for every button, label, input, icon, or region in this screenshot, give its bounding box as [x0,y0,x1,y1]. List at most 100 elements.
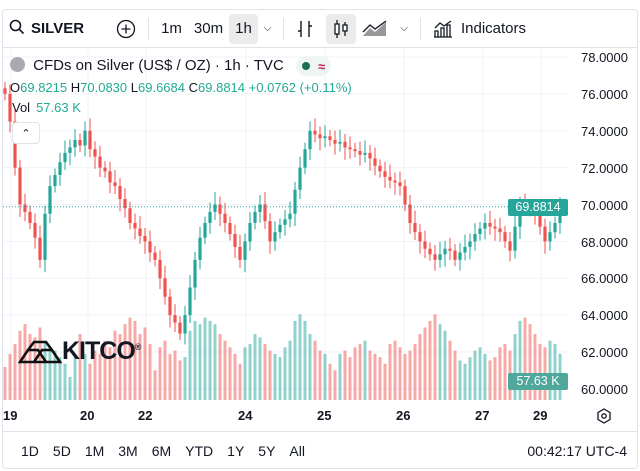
silver-logo-icon [10,57,25,72]
candle-body [148,241,152,253]
candle-body [323,136,327,139]
volume-bar [418,334,422,400]
settings-icon[interactable] [596,408,612,429]
volume-bar [493,357,497,400]
candle-body [548,232,552,242]
candle-body [8,93,12,122]
candle-body [238,246,242,260]
volume-label: Vol [12,100,31,115]
candle-body [413,222,417,233]
volume-bar [88,363,92,400]
volume-bar [383,363,387,400]
ohlc-values: O69.8215 H70.0830 L69.6684 C69.8814 +0.0… [10,80,352,95]
volume-bar [113,330,117,400]
volume-bar [363,340,367,400]
candle-body [318,134,322,139]
volume-bar [343,350,347,400]
kitco-logo: KITCO ® [18,337,141,366]
volume-bar [93,350,97,400]
candle-body [308,130,312,150]
compare-add-button[interactable] [110,14,142,44]
bar-style-button[interactable] [290,14,320,44]
volume-bar [293,320,297,400]
volume-bar [213,324,217,400]
volume-bar [318,350,322,400]
time-tick: 24 [238,408,253,423]
volume-bar [303,320,307,400]
interval-dropdown[interactable]: ⌵ [258,14,278,44]
volume-bar [153,370,157,400]
volume-bar [143,327,147,400]
candle-body [503,232,507,242]
volume-bar [503,343,507,400]
candle-body [223,213,227,223]
volume-bar [463,363,467,400]
indicators-button[interactable]: Indicators [427,14,532,44]
candle-body [198,237,202,260]
market-status-badge[interactable]: ≈ [295,56,332,76]
candle-body [493,226,497,229]
candle-body [313,130,317,135]
price-tick: 64.0000 [581,308,628,324]
volume-bar [433,314,437,400]
range-ytd[interactable]: YTD [185,442,214,459]
volume-bar [158,347,162,400]
candle-body [108,171,112,183]
range-1m[interactable]: 1M [84,442,105,459]
symbol-search[interactable]: SILVER [3,14,90,44]
plus-circle-icon [116,19,136,38]
range-1d[interactable]: 1D [21,442,39,459]
candle-body [428,248,432,255]
volume-bar [368,350,372,400]
range-1y[interactable]: 1Y [227,442,245,459]
range-6m[interactable]: 6M [151,442,172,459]
volume-bar [253,334,257,400]
low-label: L [130,80,138,95]
volume-bar [333,370,337,400]
volume-bar [268,350,272,400]
chart-type-dropdown[interactable]: ⌵ [394,14,414,44]
candle-body [213,204,217,212]
time-tick: 27 [475,408,490,423]
volume-bar [178,360,182,400]
volume-bar [468,357,472,400]
volume-bar [328,363,332,400]
interval-1m[interactable]: 1m [161,20,182,37]
volume-bar [393,340,397,400]
volume-bar [233,353,237,400]
volume-bar [338,353,342,400]
low-value: 69.6684 [138,80,185,95]
interval-30m[interactable]: 30m [193,20,224,37]
range-3m[interactable]: 3M [118,442,138,459]
clock[interactable]: 00:42:17 UTC-4 [527,442,627,459]
candle-body [153,252,157,260]
volume-bar [518,320,522,400]
candle-body [58,162,62,176]
candle-body [83,130,87,146]
candle-body [268,221,272,242]
time-tick: 19 [3,408,18,423]
volume-bar [278,357,282,400]
volume-bar [283,347,287,400]
candle-body [208,211,212,223]
price-tick: 70.0000 [581,197,628,213]
open-value: 69.8215 [20,80,68,95]
toolbar: SILVER 1m 30m 1h ⌵ ⌵ Indicators [3,10,637,48]
time-tick: 26 [396,408,411,423]
volume-bar [403,353,407,400]
interval-1h[interactable]: 1h [229,13,258,44]
candle-body [478,228,482,235]
area-style-button[interactable] [356,14,394,44]
candle-body [93,149,97,157]
divider [148,17,150,40]
range-5y[interactable]: 5Y [258,442,276,459]
price-tick: 78.0000 [581,50,628,65]
candle-body [408,204,412,223]
range-all[interactable]: All [289,442,305,459]
candles-style-button[interactable] [326,13,357,44]
candle-body [228,222,232,235]
range-5d[interactable]: 5D [52,442,71,459]
candle-body [63,152,67,163]
collapse-legend-button[interactable]: ⌃ [12,122,40,144]
candle-body [288,213,292,220]
